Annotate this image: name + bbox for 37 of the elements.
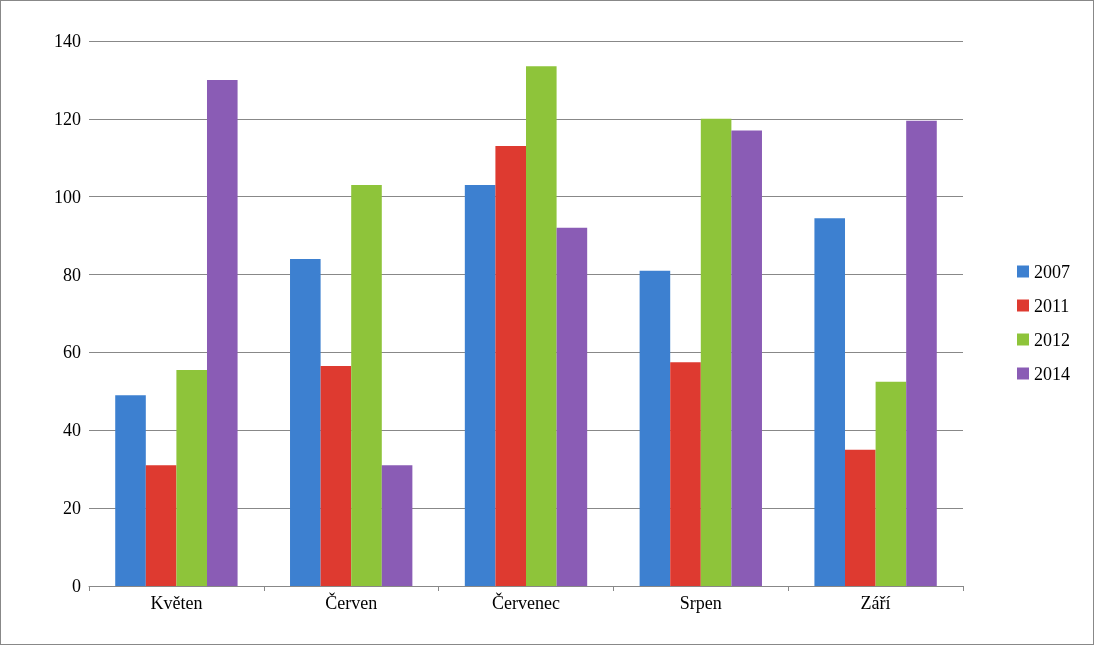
bar <box>814 218 846 586</box>
x-tick-label: Září <box>860 593 891 613</box>
legend-label: 2011 <box>1034 295 1070 316</box>
legend-label: 2007 <box>1034 261 1070 282</box>
bar <box>639 270 671 586</box>
y-tick-label: 20 <box>63 498 81 519</box>
bar <box>381 465 413 586</box>
y-tick-label: 140 <box>54 31 81 51</box>
x-tick-label: Srpen <box>679 593 722 613</box>
bar <box>700 118 732 586</box>
y-tick-label: 0 <box>72 576 81 596</box>
bar <box>464 185 496 586</box>
bar <box>731 130 762 586</box>
x-tick-label: Květen <box>150 593 203 613</box>
bar <box>526 66 557 586</box>
y-tick-label: 40 <box>63 420 81 441</box>
bar <box>351 185 382 586</box>
legend-label: 2012 <box>1034 329 1070 350</box>
bar <box>845 449 876 586</box>
x-tick-label: Červen <box>325 592 378 613</box>
bar <box>906 120 937 586</box>
bar <box>875 381 907 586</box>
bar <box>670 362 701 586</box>
bar <box>495 146 526 586</box>
bar <box>176 369 207 586</box>
y-tick-label: 60 <box>63 342 81 363</box>
x-tick-label: Červenec <box>492 592 560 613</box>
bar <box>290 259 321 586</box>
y-tick-label: 100 <box>54 186 81 207</box>
bar <box>206 79 238 586</box>
legend-label: 2014 <box>1034 363 1070 384</box>
y-tick-label: 120 <box>54 108 81 129</box>
bar <box>556 227 588 586</box>
bar <box>145 465 177 586</box>
y-tick-label: 80 <box>63 264 81 285</box>
bar <box>115 395 146 586</box>
bar <box>320 366 352 586</box>
